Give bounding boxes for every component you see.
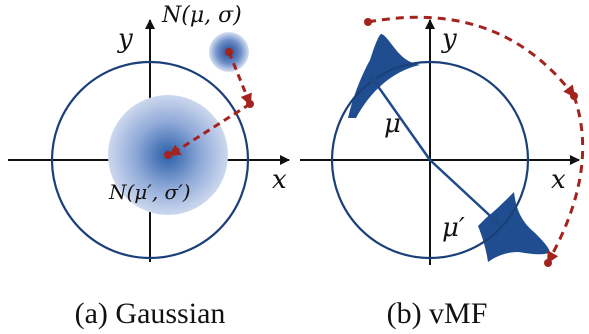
vmf-density-mu-prime <box>478 192 550 262</box>
label-n-mu-prime-sigma-prime: N(μ′, σ′) <box>108 180 191 204</box>
panel-gaussian: x y N(μ, σ) N(μ′, σ′) (a) Gaussian <box>8 3 290 330</box>
dashed-curve-2 <box>546 95 585 264</box>
mu-prime-point <box>164 151 172 159</box>
dashed-arrow-2 <box>168 102 251 157</box>
dashed-curve-1 <box>367 15 576 98</box>
vmf-density-mu <box>348 34 420 118</box>
vmf-end-point <box>544 259 552 267</box>
y-label-a: y <box>117 24 133 54</box>
mu-prime-label: μ′ <box>442 213 465 243</box>
panel-vmf: x y μ μ′ (b) vMF <box>300 15 585 330</box>
caption-b: (b) vMF <box>387 297 488 330</box>
label-n-mu-sigma: N(μ, σ) <box>161 3 242 28</box>
unit-circle-a <box>50 60 250 260</box>
mu-vector <box>368 73 432 161</box>
mu-point <box>225 48 233 56</box>
x-label-a: x <box>272 165 287 195</box>
caption-a: (a) Gaussian <box>75 297 226 330</box>
unit-circle-b <box>330 60 530 260</box>
mu-label: μ <box>384 109 401 139</box>
y-label-b: y <box>441 24 457 54</box>
dashed-arrow-1 <box>227 51 252 106</box>
x-label-b: x <box>551 165 566 195</box>
vmf-mid-point <box>570 92 578 100</box>
mid-point <box>246 100 254 108</box>
mu-prime-vector <box>429 159 502 227</box>
vmf-start-point <box>364 18 372 26</box>
